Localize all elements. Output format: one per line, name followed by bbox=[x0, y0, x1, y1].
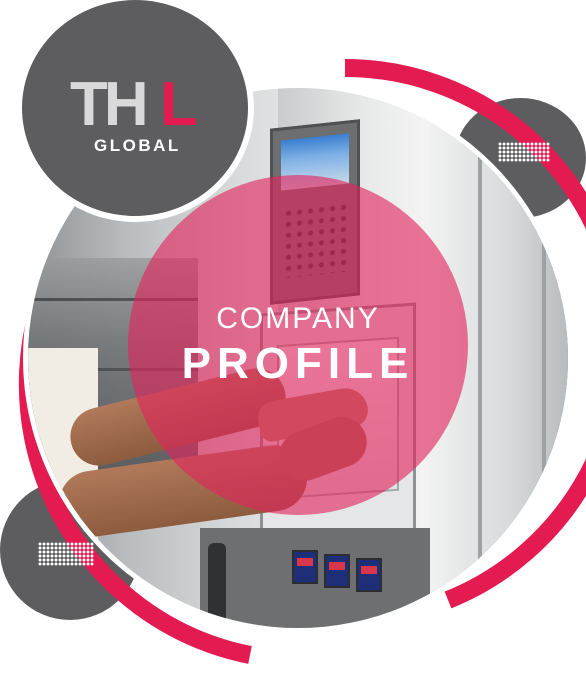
company-logo: TH L GLOBAL bbox=[22, 0, 248, 216]
logo-wordmark: GLOBAL bbox=[94, 136, 181, 156]
logo-mark-th: TH bbox=[70, 74, 145, 136]
gauge-display bbox=[324, 554, 350, 588]
gauge-display bbox=[356, 558, 382, 592]
cover-title: COMPANY PROFILE bbox=[128, 300, 468, 390]
gauge-panel bbox=[200, 528, 430, 628]
logo-mark-l: L bbox=[160, 74, 198, 136]
cabinet-seam bbox=[478, 88, 482, 628]
door-handle bbox=[208, 543, 226, 623]
dot-pattern-icon bbox=[38, 542, 94, 566]
gauge-display bbox=[292, 550, 318, 584]
cover-title-line2: PROFILE bbox=[128, 338, 468, 390]
cover-title-line1: COMPANY bbox=[128, 300, 468, 338]
cabinet-seam bbox=[542, 88, 546, 628]
dot-pattern-icon bbox=[498, 142, 550, 162]
